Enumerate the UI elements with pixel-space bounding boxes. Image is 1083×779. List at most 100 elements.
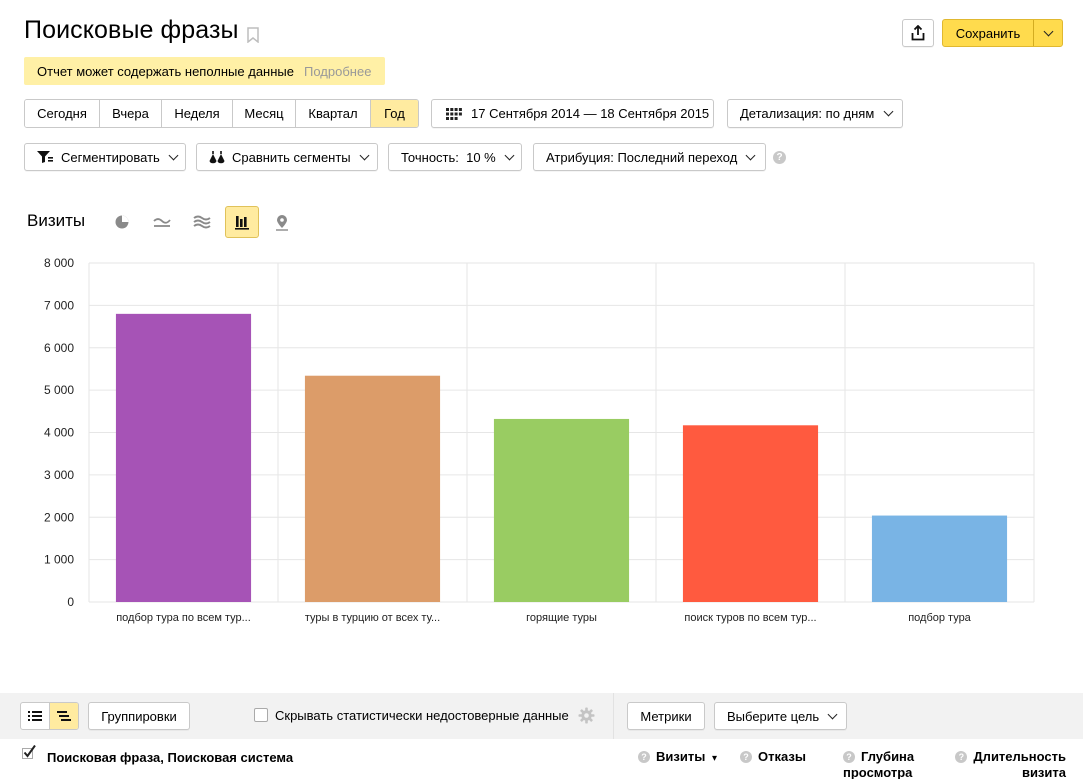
- y-tick-label: 3 000: [44, 468, 74, 482]
- line-chart-icon: [153, 218, 171, 227]
- chart-title: Визиты: [27, 211, 86, 230]
- attribution-dropdown[interactable]: Атрибуция: Последний переход: [533, 143, 766, 171]
- chart-type-area[interactable]: [185, 206, 219, 238]
- notice-more-link[interactable]: Подробнее: [304, 63, 372, 79]
- tree-list-icon: [57, 711, 71, 721]
- bookmark-icon[interactable]: [247, 27, 259, 43]
- chart-type-map[interactable]: [265, 206, 299, 238]
- x-tick-label: подбор тура по всем тур...: [116, 612, 251, 624]
- hide-unreliable-label: Скрывать статистически недостоверные дан…: [275, 708, 569, 723]
- x-tick-label: туры в турцию от всех ту...: [305, 612, 440, 624]
- help-icon[interactable]: ?: [955, 751, 968, 763]
- chevron-down-icon: [827, 709, 838, 719]
- help-icon[interactable]: ?: [843, 751, 855, 763]
- column-duration-label: Длительность визита: [973, 749, 1066, 779]
- help-icon[interactable]: ?: [740, 751, 752, 763]
- x-tick-label: поиск туров по всем тур...: [684, 612, 816, 624]
- bar-chart-icon: [235, 216, 249, 230]
- bar[interactable]: [871, 515, 1008, 602]
- column-visits-label: Визиты: [656, 749, 706, 764]
- period-selector: Сегодня Вчера Неделя Месяц Квартал Год: [24, 99, 419, 128]
- compare-icon: [209, 150, 225, 163]
- chart-type-line[interactable]: [145, 206, 179, 238]
- x-tick-label: подбор тура: [908, 612, 971, 624]
- y-tick-label: 5 000: [44, 383, 74, 397]
- period-today[interactable]: Сегодня: [25, 100, 100, 127]
- bar[interactable]: [493, 418, 630, 602]
- calendar-icon: [446, 107, 462, 120]
- dimension-checkbox[interactable]: [22, 745, 36, 759]
- chevron-down-icon: [168, 150, 179, 160]
- chart-type-bar[interactable]: [225, 206, 259, 238]
- gear-icon[interactable]: [578, 707, 595, 724]
- panel-divider: [613, 693, 614, 779]
- date-range-picker[interactable]: 17 Сентября 2014 — 18 Сентября 2015: [431, 99, 714, 128]
- x-tick-label: горящие туры: [526, 612, 597, 624]
- y-tick-label: 1 000: [44, 553, 74, 567]
- share-button[interactable]: [902, 19, 934, 47]
- segment-button[interactable]: Сегментировать: [24, 143, 186, 171]
- groupings-button[interactable]: Группировки: [88, 702, 190, 730]
- filter-icon: [37, 151, 53, 163]
- chevron-down-icon: [359, 150, 370, 160]
- y-tick-label: 4 000: [44, 426, 74, 440]
- detail-dropdown[interactable]: Детализация: по дням: [727, 99, 903, 128]
- column-duration[interactable]: ? Длительность визита: [951, 749, 1066, 779]
- accuracy-dropdown[interactable]: Точность: 10 %: [388, 143, 522, 171]
- select-goal-label: Выберите цель: [727, 708, 820, 724]
- y-tick-label: 6 000: [44, 341, 74, 355]
- y-tick-label: 7 000: [44, 298, 74, 312]
- column-bounces-label: Отказы: [758, 749, 806, 764]
- pie-chart-icon: [115, 215, 129, 229]
- attribution-label: Атрибуция: Последний переход: [546, 149, 738, 165]
- map-pin-icon: [276, 214, 288, 231]
- period-week[interactable]: Неделя: [162, 100, 233, 127]
- chart-type-pie[interactable]: [105, 206, 139, 238]
- period-month[interactable]: Месяц: [233, 100, 296, 127]
- chevron-down-icon: [745, 150, 756, 160]
- view-list-button[interactable]: [21, 703, 49, 729]
- y-tick-label: 0: [67, 595, 74, 609]
- accuracy-label: Точность: 10 %: [401, 149, 496, 165]
- column-depth[interactable]: ? Глубина просмотра: [843, 749, 933, 779]
- visits-bar-chart: 0 1 000 2 000 3 000 4 000 5 000 6 000 7 000 8 00…: [44, 256, 1035, 624]
- date-range-label: 17 Сентября 2014 — 18 Сентября 2015: [471, 106, 710, 121]
- column-depth-label: Глубина просмотра: [843, 749, 915, 779]
- area-chart-icon: [193, 215, 211, 229]
- chevron-down-icon: [504, 150, 515, 160]
- period-year[interactable]: Год: [371, 100, 418, 127]
- table-view-toggle: [20, 702, 79, 730]
- save-dropdown-button[interactable]: [1033, 20, 1062, 46]
- chevron-down-icon: [883, 106, 894, 117]
- compare-label: Сравнить сегменты: [232, 149, 351, 165]
- segment-label: Сегментировать: [61, 149, 160, 165]
- help-icon[interactable]: ?: [773, 151, 786, 164]
- period-quarter[interactable]: Квартал: [296, 100, 371, 127]
- table-header: [0, 739, 1083, 779]
- save-button-group: Сохранить: [942, 19, 1063, 47]
- list-icon: [28, 711, 42, 721]
- save-button[interactable]: Сохранить: [955, 25, 1021, 41]
- bar[interactable]: [115, 313, 252, 602]
- y-tick-label: 8 000: [44, 256, 74, 270]
- column-visits[interactable]: ? Визиты ▾: [638, 749, 717, 767]
- page-title: Поисковые фразы: [24, 16, 239, 44]
- notice-text: Отчет может содержать неполные данные: [37, 63, 294, 79]
- sort-desc-icon: ▾: [711, 753, 717, 764]
- share-icon: [911, 25, 925, 41]
- compare-segments-button[interactable]: Сравнить сегменты: [196, 143, 378, 171]
- period-yesterday[interactable]: Вчера: [100, 100, 162, 127]
- help-icon[interactable]: ?: [638, 751, 650, 763]
- dimension-label: Поисковая фраза, Поисковая система: [47, 750, 294, 765]
- detail-label: Детализация: по дням: [740, 106, 875, 121]
- hide-unreliable-checkbox[interactable]: [254, 708, 268, 722]
- column-bounces[interactable]: ? Отказы: [740, 749, 806, 765]
- bar[interactable]: [304, 375, 441, 602]
- metrics-button[interactable]: Метрики: [627, 702, 705, 730]
- select-goal-dropdown[interactable]: Выберите цель: [714, 702, 847, 730]
- bar[interactable]: [682, 425, 819, 602]
- y-tick-label: 2 000: [44, 510, 74, 524]
- chevron-down-icon: [1043, 26, 1053, 36]
- view-tree-button[interactable]: [49, 703, 78, 729]
- incomplete-data-notice: Отчет может содержать неполные данные По…: [24, 57, 385, 85]
